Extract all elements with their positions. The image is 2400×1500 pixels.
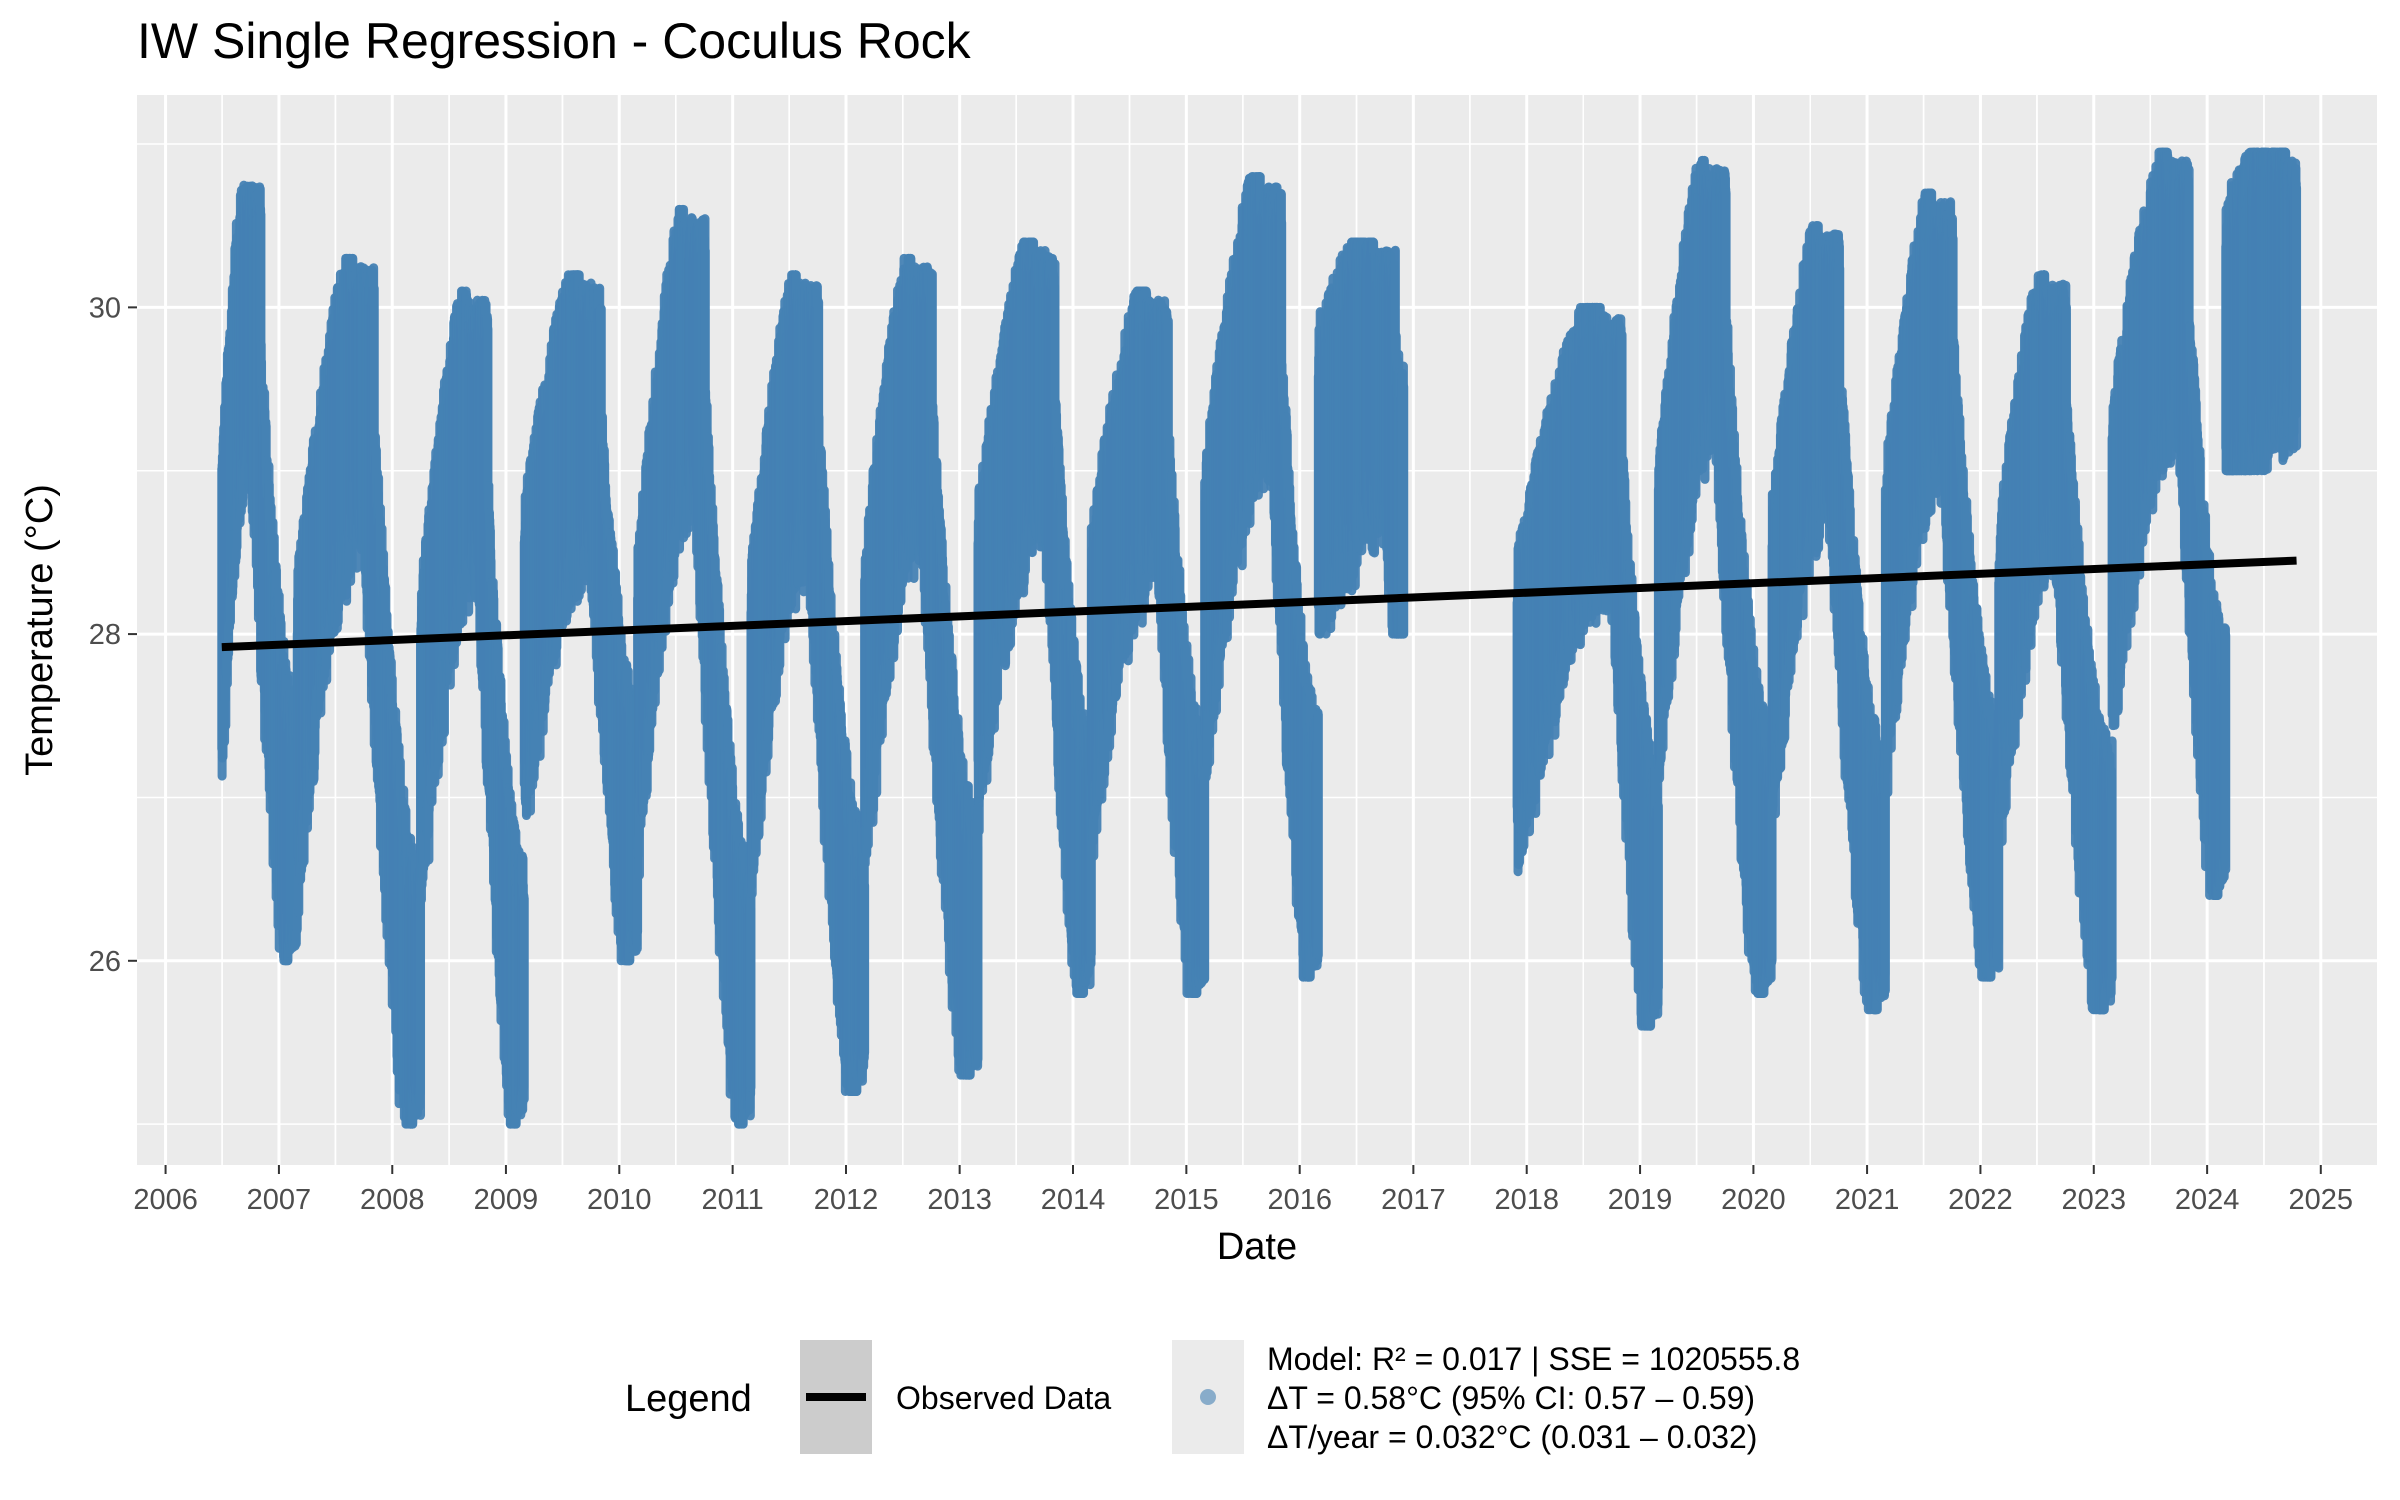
observed-points: [217, 147, 2302, 1129]
chart-title: IW Single Regression - Coculus Rock: [137, 13, 972, 69]
